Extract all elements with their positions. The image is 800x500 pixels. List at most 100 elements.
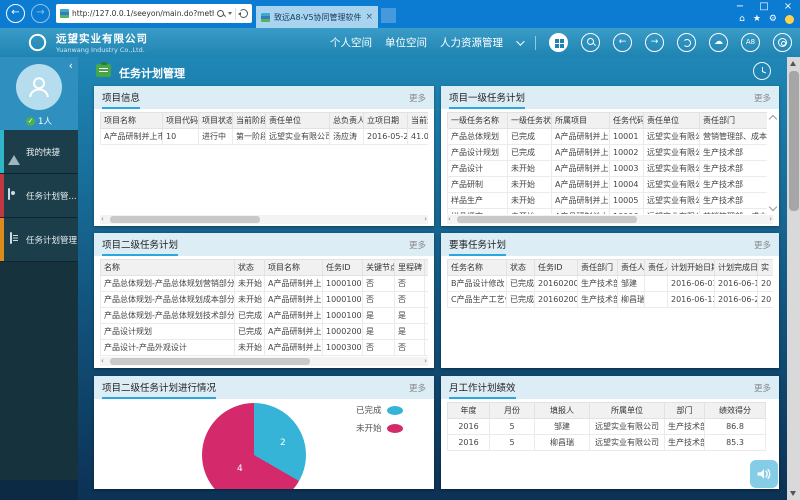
table-row[interactable]: 2016 5 邹建 远望实业有限公司 生产技术部 86.8: [447, 418, 766, 435]
table-row[interactable]: 2016 5 柳昌瑞 远望实业有限公司 生产技术部 85.3: [447, 434, 766, 451]
scroll-left-icon[interactable]: ‹: [101, 215, 104, 223]
nav-unit-space[interactable]: 单位空间: [385, 37, 427, 49]
panel-title: 项目一级任务计划: [449, 86, 526, 109]
column-header: 项目状态: [198, 112, 233, 129]
table-row[interactable]: A产品研制并上市10进行中第一阶段远望实业有限公司汤应涛2016-05-2041…: [100, 128, 428, 145]
scroll-right-icon[interactable]: ›: [424, 357, 427, 365]
nav-personal-space[interactable]: 个人空间: [330, 37, 372, 49]
speaker-button[interactable]: [750, 460, 778, 488]
scrollbar-thumb[interactable]: [788, 71, 799, 211]
column-header: 填报人: [534, 402, 590, 419]
settings-gear-icon[interactable]: ⚙: [768, 14, 777, 24]
browser-forward-button[interactable]: →: [31, 4, 50, 23]
sidebar-item-task-plan-management-1[interactable]: 任务计划管...: [0, 174, 78, 218]
rings-settings-icon[interactable]: [773, 33, 792, 52]
cloud-icon[interactable]: ☁: [709, 33, 728, 52]
table-row[interactable]: 产品总体规划-产品总体规划技术部分及汇总已完成A产品研制并上市10001003是…: [100, 307, 428, 324]
panel-level1-tasks: 项目一级任务计划 更多 一级任务名称一级任务状态所属项目任务代码责任单位责任部门…: [441, 86, 779, 226]
a8-badge-icon[interactable]: A8: [741, 33, 760, 52]
panel-project-info: 项目信息 更多 项目名称项目代码项目状态当前阶段责任单位总负责人立项日期当前进度…: [94, 86, 434, 226]
table-row[interactable]: 产品总体规划-产品总体规划营销部分未开始A产品研制并上市10001001否否营销: [100, 275, 428, 292]
forward-icon[interactable]: →: [645, 33, 664, 52]
table-row[interactable]: 产品设计-产品功能设计未开始A产品研制并上市10003002是是设计: [100, 355, 428, 356]
scroll-down-icon[interactable]: [790, 491, 796, 496]
scrollbar-thumb[interactable]: [457, 216, 637, 223]
favorites-star-icon[interactable]: ★: [752, 14, 761, 24]
sidebar-collapse-icon[interactable]: ‹: [68, 59, 73, 72]
legend-item[interactable]: 已完成: [356, 404, 403, 416]
table-row[interactable]: 产品总体规划已完成A产品研制并上市10001远望实业有限公司营销管理部、成本管: [447, 128, 767, 145]
more-link[interactable]: 更多: [753, 240, 771, 251]
nav-hr-management[interactable]: 人力资源管理: [440, 37, 503, 49]
speaker-icon: [757, 468, 771, 480]
horizontal-scrollbar[interactable]: ‹ ›: [447, 215, 773, 224]
page-title: 任务计划管理: [119, 67, 185, 80]
scrollbar-thumb[interactable]: [110, 216, 260, 223]
home-icon[interactable]: ⌂: [739, 14, 745, 24]
clock-icon[interactable]: [753, 62, 771, 80]
search-icon[interactable]: [217, 9, 225, 18]
more-link[interactable]: 更多: [408, 240, 426, 251]
column-header: 计划完成日期: [714, 259, 758, 276]
table-row[interactable]: 产品设计-产品外观设计未开始A产品研制并上市10003001否否设计: [100, 339, 428, 356]
table-row[interactable]: 产品设计规划已完成A产品研制并上市10002001是是生产: [100, 323, 428, 340]
scroll-right-icon[interactable]: ›: [424, 215, 427, 223]
clipboard-icon: [96, 62, 111, 77]
pie-chart[interactable]: [202, 403, 306, 489]
sidebar-item-label: 我的快捷: [26, 147, 61, 158]
more-link[interactable]: 更多: [408, 93, 426, 104]
scroll-up-icon[interactable]: [768, 114, 778, 124]
table-row[interactable]: 产品设计规划已完成A产品研制并上市10002远望实业有限公司生产技术部: [447, 144, 767, 161]
tab-close-icon[interactable]: ×: [365, 12, 373, 22]
table-row[interactable]: C产品生产工艺优化已完成201602002生产技术部柳昌瑞2016-06-132…: [447, 291, 773, 308]
project-info-table: 项目名称项目代码项目状态当前阶段责任单位总负责人立项日期当前进度一A产品研制并上…: [100, 112, 428, 145]
horizontal-scrollbar[interactable]: ‹ ›: [100, 357, 428, 366]
scroll-down-icon[interactable]: [768, 202, 778, 212]
top-nav: 个人空间 单位空间 人力资源管理 ← → ☁ A8: [330, 28, 792, 57]
window-minimize-button[interactable]: −: [735, 1, 745, 12]
table-row[interactable]: 样品评审未开始A产品研制并上市10006远望实业有限公司营销管理部、成本管: [447, 208, 767, 214]
scroll-up-icon[interactable]: [790, 61, 796, 66]
table-row[interactable]: B产品设计修改已完成201602001生产技术部邹建2016-06-012016…: [447, 275, 773, 292]
back-icon[interactable]: ←: [613, 33, 632, 52]
sidebar-item-my-shortcuts[interactable]: 我的快捷: [0, 130, 78, 174]
smiley-feedback-icon[interactable]: [785, 14, 794, 24]
url-text[interactable]: http://127.0.0.1/seeyon/main.do?method=m…: [72, 9, 214, 18]
legend-item[interactable]: 未开始: [356, 422, 403, 434]
column-header: 关键节点: [362, 259, 395, 276]
column-header: 任务ID: [534, 259, 578, 276]
scroll-right-icon[interactable]: ›: [769, 215, 772, 223]
page-scrollbar[interactable]: [787, 57, 800, 500]
search-icon[interactable]: [581, 33, 600, 52]
scroll-left-icon[interactable]: ‹: [448, 215, 451, 223]
more-link[interactable]: 更多: [753, 93, 771, 104]
table-row[interactable]: 样品生产未开始A产品研制并上市10005远望实业有限公司生产技术部: [447, 192, 767, 209]
apps-grid-icon[interactable]: [549, 33, 568, 52]
panel-level2-progress-chart: 项目二级任务计划进行情况 更多 2 4 已完成 未开始: [94, 376, 434, 489]
column-header: 计划开始日期: [667, 259, 715, 276]
window-close-button[interactable]: ×: [783, 1, 793, 12]
chevron-down-icon[interactable]: [516, 36, 525, 46]
browser-back-button[interactable]: ←: [6, 4, 25, 23]
online-count: 1人: [38, 117, 52, 127]
column-header: 年度: [447, 402, 490, 419]
scroll-left-icon[interactable]: ‹: [101, 357, 104, 365]
avatar[interactable]: [16, 64, 62, 110]
more-link[interactable]: 更多: [408, 383, 426, 394]
table-row[interactable]: 产品设计未开始A产品研制并上市10003远望实业有限公司生产技术部: [447, 160, 767, 177]
refresh-icon[interactable]: [677, 33, 696, 52]
horizontal-scrollbar[interactable]: ‹ ›: [100, 215, 428, 224]
scrollbar-thumb[interactable]: [110, 358, 310, 365]
sidebar-item-task-plan-management-2[interactable]: 任务计划管理: [0, 218, 78, 262]
online-status: ✓ 1人: [0, 115, 78, 127]
browser-tab[interactable]: 致远A8-V5协同管理软件 V... ×: [256, 6, 378, 28]
address-bar[interactable]: http://127.0.0.1/seeyon/main.do?method=m…: [56, 4, 252, 23]
table-row[interactable]: 产品总体规划-产品总体规划成本部分未开始A产品研制并上市10001002否否成本: [100, 291, 428, 308]
new-tab-button[interactable]: [381, 8, 396, 23]
chevron-down-icon[interactable]: [228, 12, 232, 15]
refresh-icon[interactable]: [238, 9, 248, 18]
window-maximize-button[interactable]: □: [759, 1, 769, 12]
table-row[interactable]: 产品研制未开始A产品研制并上市10004远望实业有限公司生产技术部: [447, 176, 767, 193]
content-header: 任务计划管理: [78, 57, 787, 85]
more-link[interactable]: 更多: [753, 383, 771, 394]
